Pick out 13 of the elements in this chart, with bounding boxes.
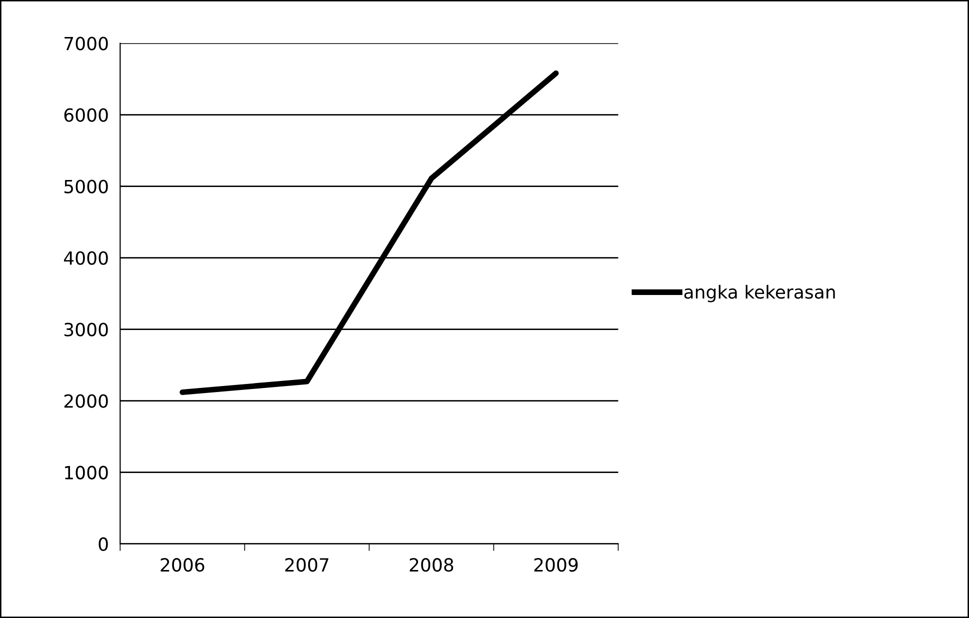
x-tick-label: 2008 — [410, 558, 454, 572]
y-tick-label: 4000 — [64, 251, 108, 265]
x-tick-label: 2006 — [160, 558, 204, 572]
x-tick-label: 2009 — [534, 558, 578, 572]
y-tick-label: 6000 — [64, 108, 108, 122]
y-tick-label: 5000 — [64, 180, 108, 194]
x-tick-label: 2007 — [285, 558, 328, 572]
y-tick-label: 3000 — [64, 322, 108, 336]
y-tick-label: 2000 — [64, 394, 108, 408]
y-tick-label: 7000 — [64, 36, 108, 50]
y-tick-label: 1000 — [65, 466, 108, 480]
y-tick-label: 0 — [98, 537, 108, 551]
legend-label: angka kekerasan — [684, 284, 835, 302]
